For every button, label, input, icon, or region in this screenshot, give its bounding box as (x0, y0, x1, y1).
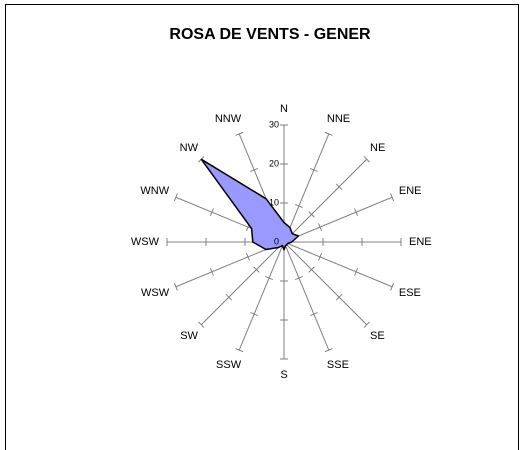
spoke (283, 241, 330, 351)
radar-area (200, 158, 300, 251)
category-label: ENE (399, 185, 422, 197)
tick-mark (253, 266, 260, 273)
tick-mark (335, 183, 343, 191)
tick-mark (390, 193, 395, 202)
tick-mark (209, 267, 214, 276)
spoke (283, 241, 368, 326)
category-label: WSW (141, 287, 170, 299)
category-label: NNE (327, 113, 350, 125)
tick-mark (225, 293, 233, 301)
tick-mark (354, 267, 359, 276)
tick-mark (318, 223, 323, 231)
chart-title: ROSA DE VENTS - GENER (169, 26, 371, 43)
spoke (238, 241, 285, 351)
tick-mark (250, 312, 259, 317)
category-label: WNW (140, 185, 169, 197)
tick-mark (318, 253, 323, 261)
tick-mark (363, 156, 370, 163)
tick-mark (235, 131, 244, 136)
tick-mark (309, 312, 318, 317)
category-label: SW (180, 330, 198, 342)
category-label: ESE (399, 287, 421, 299)
tick-mark (198, 321, 205, 328)
r-tick-label: 10 (269, 197, 279, 207)
category-label: SSE (327, 359, 349, 371)
tick-mark (235, 348, 244, 353)
category-label: N (280, 103, 288, 115)
spoke (283, 133, 330, 243)
tick-mark (173, 282, 178, 291)
tick-mark (173, 193, 178, 202)
tick-mark (390, 282, 395, 291)
category-label: NE (370, 142, 385, 154)
tick-mark (363, 321, 370, 328)
r-tick-label: 20 (269, 158, 279, 168)
category-label: NW (180, 142, 199, 154)
spoke (283, 241, 393, 288)
tick-mark (209, 208, 214, 217)
category-label: SSW (216, 359, 242, 371)
tick-mark (250, 167, 259, 172)
tick-mark (335, 293, 343, 301)
tick-mark (245, 253, 250, 261)
tick-mark (309, 167, 318, 172)
r-tick-label: 0 (274, 236, 279, 246)
spoke (283, 196, 393, 243)
tick-mark (324, 131, 333, 136)
tick-mark (295, 203, 303, 208)
category-label: NNW (215, 113, 242, 125)
category-label: WSW (131, 236, 160, 248)
tick-mark (308, 211, 315, 218)
category-label: ENE (409, 236, 432, 248)
r-tick-label: 30 (269, 119, 279, 129)
tick-mark (324, 348, 333, 353)
tick-mark (295, 276, 303, 281)
category-label: SE (370, 330, 385, 342)
spoke (200, 241, 285, 326)
tick-mark (308, 266, 315, 273)
tick-mark (354, 208, 359, 217)
tick-mark (265, 276, 273, 281)
spoke (283, 158, 368, 243)
category-label: S (280, 369, 287, 381)
